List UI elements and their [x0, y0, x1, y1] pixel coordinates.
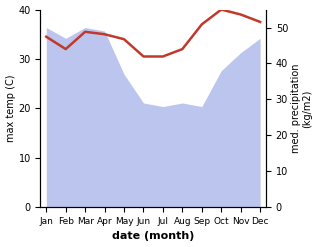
Y-axis label: max temp (C): max temp (C)	[5, 75, 16, 142]
Y-axis label: med. precipitation
(kg/m2): med. precipitation (kg/m2)	[291, 64, 313, 153]
X-axis label: date (month): date (month)	[112, 231, 194, 242]
